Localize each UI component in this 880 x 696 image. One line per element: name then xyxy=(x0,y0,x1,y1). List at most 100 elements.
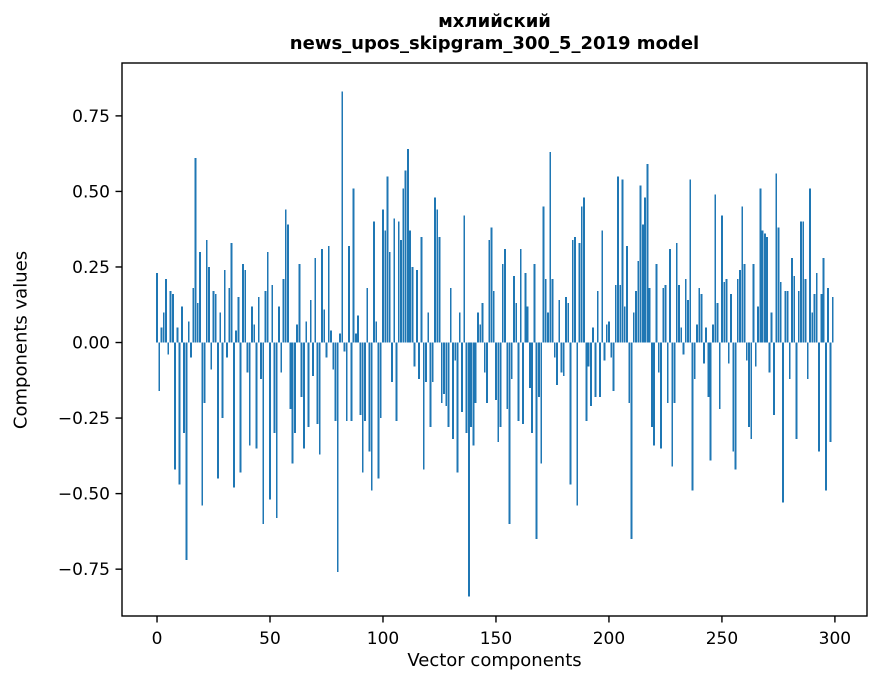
bar xyxy=(549,152,552,343)
bar xyxy=(750,342,753,440)
bar xyxy=(178,342,181,485)
bar xyxy=(818,342,820,452)
bar xyxy=(571,239,574,343)
bar xyxy=(691,342,694,491)
bar xyxy=(158,342,161,391)
bar xyxy=(553,342,556,358)
bar xyxy=(707,342,710,397)
bar xyxy=(547,312,549,343)
bar xyxy=(305,321,308,343)
bar xyxy=(714,194,717,343)
bar xyxy=(230,242,233,343)
bar xyxy=(504,248,506,343)
bar xyxy=(253,324,256,343)
bar xyxy=(675,242,678,343)
bar xyxy=(409,230,412,343)
bar xyxy=(180,306,183,343)
bar xyxy=(592,327,595,343)
bar xyxy=(251,306,253,343)
bar xyxy=(517,342,520,422)
bar xyxy=(201,342,204,506)
bar xyxy=(533,263,536,343)
bar xyxy=(160,327,163,343)
x-tick-label: 150 xyxy=(480,629,512,649)
bar xyxy=(535,342,538,539)
y-tick-label: 0.50 xyxy=(72,182,110,202)
bar xyxy=(641,224,644,343)
bar xyxy=(203,342,206,403)
bar xyxy=(594,342,597,397)
bar xyxy=(196,303,199,343)
bar xyxy=(334,342,337,422)
bar xyxy=(314,257,317,343)
bar xyxy=(312,342,314,376)
bar xyxy=(226,342,228,358)
axis-ticks xyxy=(115,115,836,623)
bar xyxy=(522,342,524,425)
bar xyxy=(156,273,158,343)
bar xyxy=(458,312,461,343)
bar xyxy=(612,342,615,391)
bar xyxy=(368,342,371,452)
bar xyxy=(556,342,558,385)
bar xyxy=(293,342,296,434)
bar xyxy=(716,303,719,343)
tick-labels: 0 50 100 150 200 250 300 −0.75 −0.50 −0.25 0.00 0.2… xyxy=(58,107,851,649)
bar xyxy=(797,291,800,343)
bar xyxy=(470,342,473,428)
bar xyxy=(748,342,750,428)
bar xyxy=(402,188,405,343)
bar xyxy=(490,227,493,343)
bar xyxy=(721,215,723,343)
bar xyxy=(278,306,280,343)
bar xyxy=(488,239,491,343)
bar xyxy=(447,342,450,428)
bar xyxy=(476,312,479,343)
bar xyxy=(657,342,660,373)
bar xyxy=(332,342,335,370)
bar xyxy=(257,297,260,343)
bar xyxy=(784,291,787,343)
bar xyxy=(730,294,732,343)
bar xyxy=(199,251,201,343)
y-tick-label: 0.25 xyxy=(72,258,110,278)
bar xyxy=(415,270,418,343)
x-tick-label: 100 xyxy=(367,629,399,649)
bar xyxy=(400,239,402,343)
bar xyxy=(348,245,350,343)
bar xyxy=(425,342,427,382)
bar xyxy=(698,288,701,343)
bar xyxy=(422,342,425,470)
bar xyxy=(472,342,475,446)
bar xyxy=(318,342,321,455)
chart-title-line-1: мхлийский xyxy=(438,11,551,32)
bar xyxy=(386,176,389,343)
bar xyxy=(700,294,703,343)
bar xyxy=(702,342,705,364)
bar xyxy=(393,218,396,343)
bar xyxy=(574,236,576,343)
bar xyxy=(298,263,301,343)
x-tick-label: 200 xyxy=(593,629,625,649)
bar xyxy=(793,276,796,343)
bar xyxy=(689,179,692,343)
bar xyxy=(666,342,669,403)
bar xyxy=(339,333,341,343)
bar xyxy=(623,306,626,343)
bar xyxy=(684,279,687,343)
bar xyxy=(463,215,466,343)
bar xyxy=(327,245,330,343)
bar xyxy=(273,342,276,434)
x-tick-label: 300 xyxy=(819,629,851,649)
bar xyxy=(587,342,590,367)
bar xyxy=(187,321,190,343)
bar xyxy=(779,282,782,343)
bar xyxy=(345,342,348,422)
bar xyxy=(576,342,579,506)
bar xyxy=(811,312,814,343)
bar xyxy=(271,285,274,343)
bar xyxy=(829,342,832,443)
bar xyxy=(289,342,292,409)
bar xyxy=(562,342,565,376)
bar xyxy=(479,324,482,343)
